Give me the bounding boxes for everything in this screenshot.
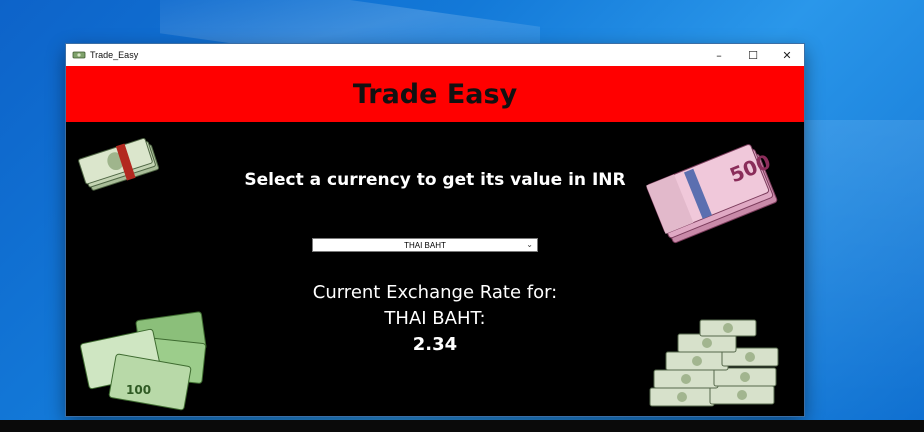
- rate-currency-name: THAI BAHT:: [384, 308, 486, 329]
- dollar-bundle-image: [78, 137, 159, 191]
- dollar-stack-image: [649, 319, 779, 407]
- chevron-down-icon[interactable]: ⌄: [526, 240, 533, 249]
- app-money-icon: [72, 51, 86, 59]
- rate-value: 2.34: [412, 334, 458, 355]
- euro-bundle-image: 500: [646, 144, 778, 244]
- app-header: Trade Easy: [66, 66, 804, 122]
- minimize-button[interactable]: –: [716, 48, 722, 62]
- rate-label: Current Exchange Rate for:: [312, 282, 558, 303]
- window-title: Trade_Easy: [90, 50, 139, 60]
- euro-100-bundle-image: 100: [80, 311, 207, 411]
- currency-select-value: THAI BAHT: [404, 240, 446, 250]
- main-content: 500 100: [66, 122, 804, 416]
- currency-select[interactable]: THAI BAHT ⌄: [312, 238, 538, 252]
- window-titlebar[interactable]: Trade_Easy – ☐ ✕: [66, 44, 804, 66]
- taskbar[interactable]: [0, 420, 924, 432]
- app-title: Trade Easy: [352, 78, 518, 110]
- app-window: Trade_Easy – ☐ ✕ Trade Easy: [66, 44, 804, 416]
- exchange-rate-block: Current Exchange Rate for: THAI BAHT: 2.…: [66, 280, 804, 358]
- banknote-100-label: 100: [126, 383, 151, 397]
- maximize-button[interactable]: ☐: [748, 48, 758, 62]
- currency-prompt: Select a currency to get its value in IN…: [244, 170, 626, 190]
- close-button[interactable]: ✕: [782, 48, 792, 62]
